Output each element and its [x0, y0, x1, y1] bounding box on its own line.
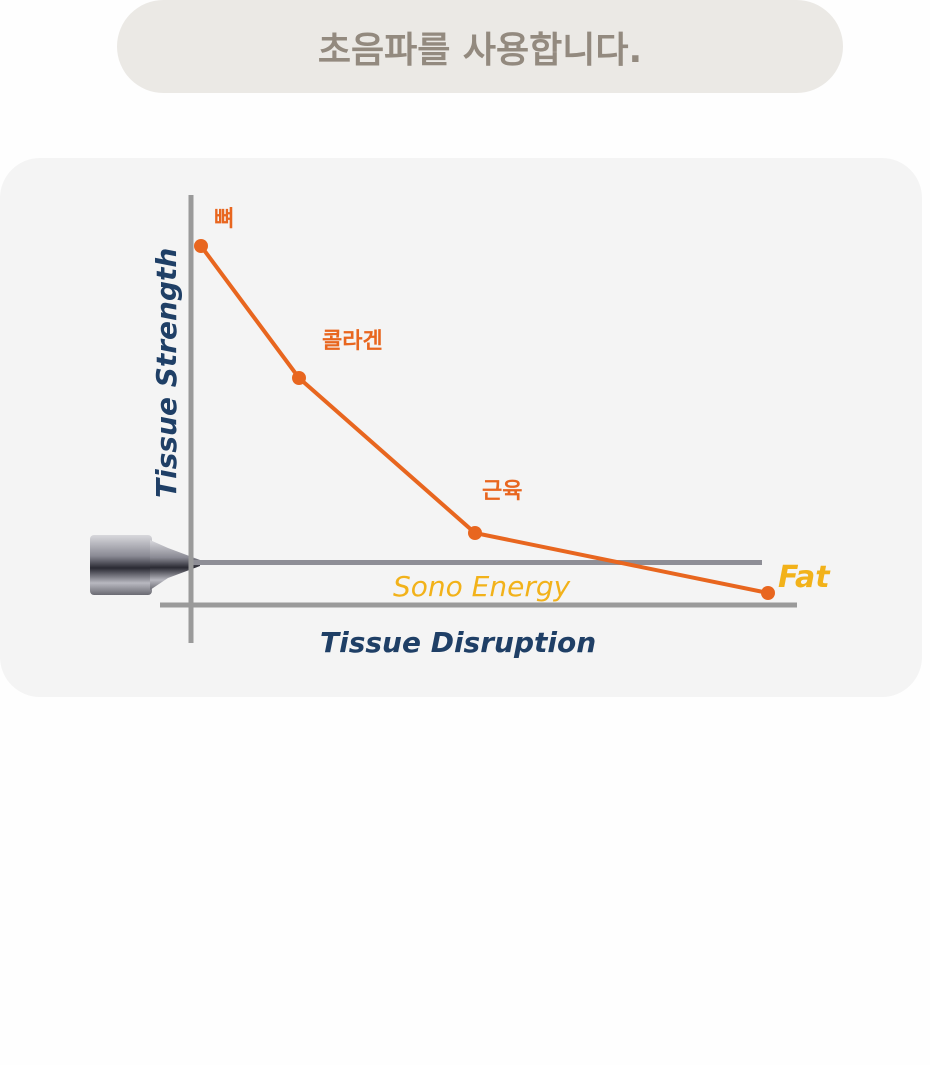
- energy-label: Sono Energy: [393, 570, 571, 603]
- strength-line: [199, 244, 769, 595]
- ultrasound-probe-icon: [90, 535, 762, 595]
- x-axis-label: Tissue Disruption: [320, 626, 596, 659]
- title-text: 초음파를 사용합니다.: [317, 29, 643, 71]
- point-0: [194, 239, 208, 253]
- point-2: [468, 526, 482, 540]
- point-1: [292, 371, 306, 385]
- point-label: Fat: [778, 560, 831, 595]
- y-axis-label: Tissue Strength: [150, 248, 183, 498]
- point-label: 뼈: [214, 207, 234, 232]
- point-3: [761, 586, 775, 600]
- point-label: 콜라겐: [322, 329, 383, 354]
- title-banner: 초음파를 사용합니다.: [117, 0, 843, 93]
- point-label: 근육: [482, 479, 522, 504]
